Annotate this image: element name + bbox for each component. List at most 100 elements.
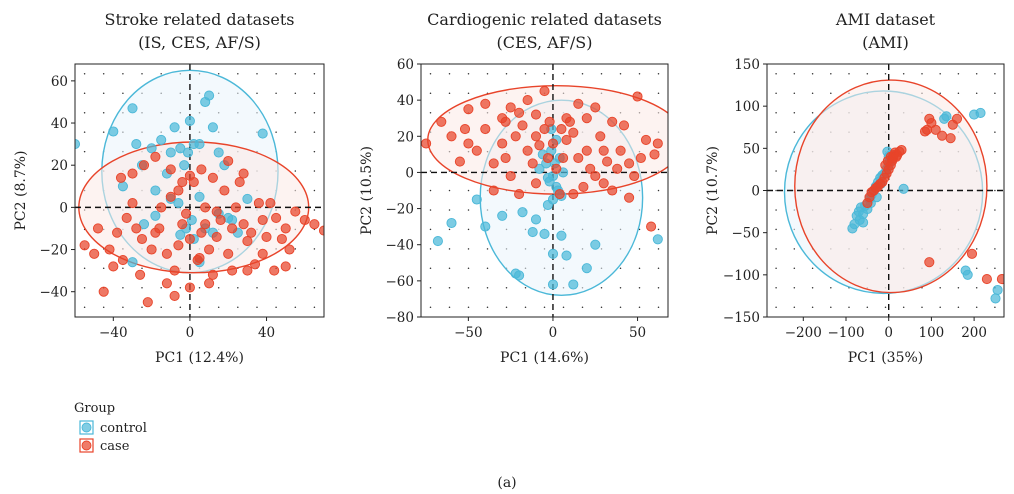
panel-subtitle: (CES, AF/S): [497, 33, 593, 52]
case-point: [937, 130, 948, 141]
control-point: [150, 185, 161, 196]
case-point: [207, 269, 218, 280]
legend-marker: [81, 440, 92, 451]
control-point: [556, 230, 567, 241]
grid-dot: [141, 72, 143, 75]
case-point: [887, 155, 898, 167]
grid-dot: [994, 248, 996, 250]
case-point: [530, 109, 542, 120]
case-point: [200, 219, 211, 230]
grid-dot: [313, 72, 316, 75]
grid-dot: [294, 248, 297, 250]
y-tick-label: 20: [397, 129, 414, 145]
case-point: [635, 152, 646, 164]
grid-dot: [775, 111, 777, 114]
grid-dot: [102, 72, 105, 75]
grid-dot: [775, 287, 777, 289]
case-point: [271, 212, 282, 223]
control-point: [547, 248, 559, 259]
grid-dot: [994, 72, 996, 75]
case-point: [547, 138, 559, 149]
grid-dot: [638, 228, 641, 231]
case-confidence-ellipse: [794, 79, 988, 294]
case-point: [527, 158, 538, 169]
case-point: [561, 134, 572, 145]
grid-dot: [429, 306, 432, 309]
grid-dot: [275, 72, 277, 75]
y-tick-label: −40: [40, 285, 69, 301]
grid-dot: [811, 287, 814, 289]
grid-dot: [217, 306, 220, 309]
case-point: [568, 127, 579, 138]
case-point: [581, 113, 592, 124]
grid-dot: [486, 267, 489, 270]
grid-dot: [486, 72, 489, 75]
grid-dot: [448, 248, 451, 250]
y-tick-label: −50: [732, 226, 761, 242]
case-point: [280, 223, 291, 234]
control-point: [652, 234, 663, 245]
case-point: [211, 206, 222, 217]
control-point: [179, 160, 190, 171]
grid-dot: [830, 72, 832, 75]
case-point: [966, 248, 978, 259]
case-point: [242, 265, 253, 276]
case-point: [551, 163, 562, 174]
grid-dot: [486, 287, 489, 289]
control-point: [213, 147, 224, 158]
control-point: [990, 293, 1001, 304]
case-point: [595, 131, 606, 142]
control-point: [227, 214, 238, 226]
case-point: [522, 145, 533, 156]
grid-dot: [975, 306, 978, 309]
panel-subtitle: (AMI): [862, 33, 909, 52]
grid-dot: [975, 72, 978, 75]
control-point: [186, 214, 197, 226]
case-point: [200, 202, 211, 213]
case-point: [165, 191, 176, 202]
x-tick-label: −200: [785, 325, 822, 341]
legend-marker: [81, 422, 92, 433]
grid-dot: [83, 267, 86, 270]
case-point: [618, 120, 630, 131]
case-point: [471, 145, 482, 156]
grid-dot: [975, 267, 978, 270]
y-tick-label: −40: [386, 238, 415, 254]
control-point: [182, 147, 194, 158]
grid-dot: [975, 92, 978, 94]
grid-dot: [884, 306, 887, 309]
case-point: [112, 227, 123, 238]
case-confidence-ellipse: [78, 141, 310, 274]
grid-dot: [775, 248, 777, 250]
control-point: [941, 111, 952, 122]
y-tick-label: −20: [386, 202, 415, 218]
grid-dot: [467, 92, 470, 94]
grid-dot: [429, 72, 432, 75]
control-point: [962, 269, 973, 280]
grid-dot: [921, 72, 923, 75]
grid-dot: [638, 287, 641, 289]
grid-dot: [939, 72, 941, 75]
grid-dot: [994, 189, 996, 192]
grid-dot: [657, 209, 660, 211]
y-tick-label: −100: [723, 268, 760, 284]
case-point: [230, 202, 241, 213]
case-point: [544, 116, 555, 127]
y-tick-label: −60: [386, 274, 415, 290]
y-tick-label: 60: [397, 57, 414, 73]
control-point: [568, 279, 579, 290]
grid-dot: [141, 287, 143, 289]
grid-dot: [294, 306, 297, 309]
grid-dot: [775, 72, 777, 75]
case-point: [996, 274, 1004, 285]
grid-dot: [467, 72, 470, 75]
grid-dot: [83, 131, 86, 133]
grid-dot: [122, 306, 124, 309]
grid-dot: [122, 267, 124, 270]
control-point: [581, 263, 592, 274]
grid-dot: [775, 131, 777, 133]
grid-dot: [467, 287, 470, 289]
grid-dot: [294, 287, 297, 289]
x-tick-label: 0: [549, 325, 558, 341]
case-point: [624, 158, 635, 169]
